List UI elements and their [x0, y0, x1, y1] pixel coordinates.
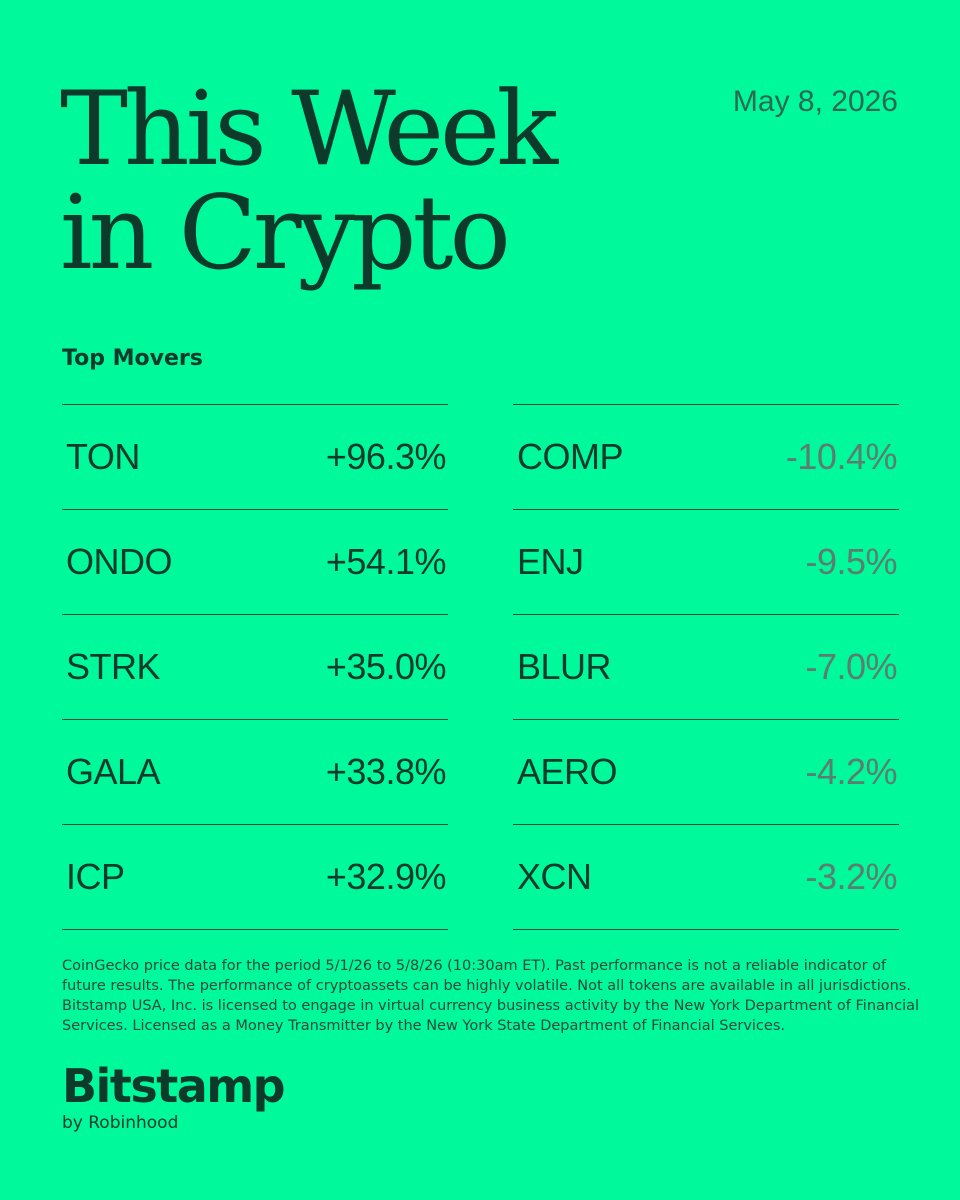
gainer-row: ONDO +54.1% — [62, 510, 448, 615]
ticker-symbol: AERO — [517, 751, 618, 792]
loser-row: COMP -10.4% — [513, 405, 899, 510]
page-title: This Week in Crypto — [60, 70, 558, 293]
gainers-list: TON +96.3% ONDO +54.1% STRK +35.0% GALA … — [62, 404, 448, 930]
ticker-symbol: STRK — [66, 646, 161, 687]
price-change: -10.4% — [785, 436, 898, 477]
gainer-row: TON +96.3% — [62, 405, 448, 510]
price-change: -3.2% — [805, 856, 897, 897]
price-change: -4.2% — [805, 751, 897, 792]
title-line-2: in Crypto — [60, 174, 511, 293]
price-change: -9.5% — [805, 541, 897, 582]
date-label: May 8, 2026 — [732, 85, 898, 118]
price-change: +96.3% — [325, 436, 447, 477]
price-change: -7.0% — [805, 646, 897, 687]
gainer-row: STRK +35.0% — [62, 615, 448, 720]
losers-list: COMP -10.4% ENJ -9.5% BLUR -7.0% AERO -4… — [513, 404, 899, 930]
loser-row: BLUR -7.0% — [513, 615, 899, 720]
title-line-1: This Week — [60, 70, 558, 189]
gainer-row: ICP +32.9% — [62, 825, 448, 930]
ticker-symbol: ICP — [66, 856, 125, 897]
loser-row: AERO -4.2% — [513, 720, 899, 825]
disclaimer-text: CoinGecko price data for the period 5/1/… — [62, 958, 920, 1034]
brand-tagline: by Robinhood — [62, 1113, 179, 1133]
ticker-symbol: GALA — [66, 751, 161, 792]
brand-name: Bitstamp — [62, 1059, 286, 1113]
brand-logo: Bitstamp by Robinhood — [62, 1059, 286, 1134]
loser-row: ENJ -9.5% — [513, 510, 899, 615]
ticker-symbol: ENJ — [517, 541, 584, 582]
price-change: +35.0% — [325, 646, 447, 687]
price-change: +33.8% — [325, 751, 447, 792]
loser-row: XCN -3.2% — [513, 825, 899, 930]
ticker-symbol: BLUR — [517, 646, 612, 687]
ticker-symbol: COMP — [517, 436, 624, 477]
ticker-symbol: TON — [66, 436, 140, 477]
section-label-top-movers: Top Movers — [62, 346, 203, 371]
gainer-row: GALA +33.8% — [62, 720, 448, 825]
price-change: +32.9% — [325, 856, 447, 897]
ticker-symbol: ONDO — [66, 541, 173, 582]
ticker-symbol: XCN — [517, 856, 592, 897]
price-change: +54.1% — [325, 541, 447, 582]
